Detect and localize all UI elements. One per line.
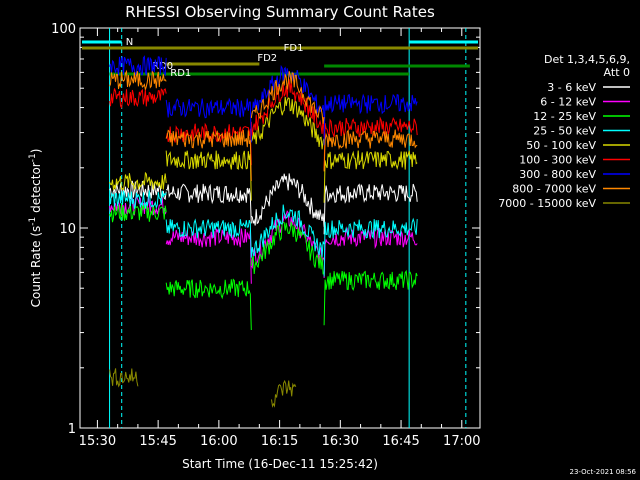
series-800-7000keV: [109, 69, 418, 182]
y-tick-label: 100: [51, 22, 76, 37]
legend-entry: 7000 - 15000 keV: [498, 197, 596, 210]
x-tick-label: 17:00: [443, 434, 480, 449]
series-segment: [165, 228, 252, 284]
series-50-100keV: [109, 96, 418, 203]
series-segment: [323, 93, 418, 146]
series-segment: [165, 129, 252, 182]
fd2-label: FD2: [257, 53, 277, 64]
y-axis-title-sup: -1: [28, 217, 38, 226]
y-axis-title-sup: -1: [28, 153, 38, 162]
series-segment: [250, 96, 325, 150]
x-tick-label: 15:45: [139, 434, 176, 449]
y-axis-title: Count Rate (s-1 detector-1): [28, 149, 43, 308]
series-segment: [323, 227, 418, 279]
saa-label: N: [126, 37, 133, 48]
y-tick-label: 1: [68, 422, 76, 437]
series-segment: [109, 88, 167, 109]
y-axis: 1 10 100: [51, 22, 480, 437]
series-segment: [109, 194, 167, 217]
x-axis-title: Start Time (16-Dec-11 15:25:42): [182, 457, 378, 471]
series-segment: [109, 55, 167, 77]
x-tick-label: 16:15: [261, 434, 298, 449]
series-segment: [109, 368, 139, 388]
series-segment: [165, 278, 252, 331]
legend: Det 1,3,4,5,6,9, Att 0 3 - 6 keV 6 - 12 k…: [498, 53, 630, 210]
legend-entry: 50 - 100 keV: [526, 139, 596, 152]
series-12-25keV: [109, 203, 418, 331]
series-segment: [323, 116, 418, 171]
series-segment: [250, 71, 325, 124]
legend-entry: 100 - 300 keV: [519, 154, 596, 167]
legend-entry: 800 - 7000 keV: [512, 183, 596, 196]
series-segment: [323, 217, 418, 277]
y-axis-title-part: ): [29, 149, 43, 154]
legend-entry: 300 - 800 keV: [519, 168, 596, 181]
x-tick-label: 15:30: [79, 434, 116, 449]
series-segment: [251, 173, 325, 227]
series-segment: [323, 183, 418, 235]
series-segment: [165, 150, 252, 201]
legend-header-line: Det 1,3,4,5,6,9,: [544, 53, 630, 66]
x-tick-label: 16:45: [382, 434, 419, 449]
x-tick-label: 16:00: [200, 434, 237, 449]
y-axis-title-part: detector: [29, 162, 43, 217]
series-segment: [109, 190, 167, 210]
chart-title: RHESSI Observing Summary Count Rates: [125, 3, 435, 21]
series-segment: [250, 204, 325, 257]
fd1-label: FD1: [284, 43, 304, 54]
legend-entry: 25 - 50 keV: [533, 125, 596, 138]
legend-header-line: Att 0: [604, 66, 630, 79]
series-segment: [250, 79, 325, 137]
series-segment: [109, 69, 167, 90]
series-7000-15000keV: [109, 368, 297, 408]
series-segment: [165, 183, 252, 224]
legend-entry: 3 - 6 keV: [547, 81, 596, 94]
x-axis: 15:30 15:45 16:00 16:15 16:30 16:45 17:00: [79, 28, 481, 449]
rd1-label: RD1: [170, 68, 191, 79]
x-tick-label: 16:30: [322, 434, 359, 449]
series-3-6keV: [109, 173, 418, 235]
series-segment: [109, 203, 167, 223]
series-segment: [323, 150, 418, 203]
legend-entry: 12 - 25 keV: [533, 110, 596, 123]
series-segment: [165, 218, 252, 258]
legend-entry: 6 - 12 keV: [540, 96, 596, 109]
series-segment: [271, 379, 297, 408]
series-segment: [109, 180, 167, 201]
series-segment: [109, 171, 167, 191]
series-segment: [323, 269, 418, 326]
series-25-50keV: [109, 190, 418, 277]
y-axis-title-part: Count Rate (s: [29, 226, 43, 308]
y-tick-label: 10: [59, 222, 76, 237]
timestamp: 23-Oct-2021 08:56: [570, 468, 637, 476]
series-segment: [323, 129, 418, 172]
series-segment: [165, 97, 252, 143]
series-segment: [250, 221, 325, 275]
